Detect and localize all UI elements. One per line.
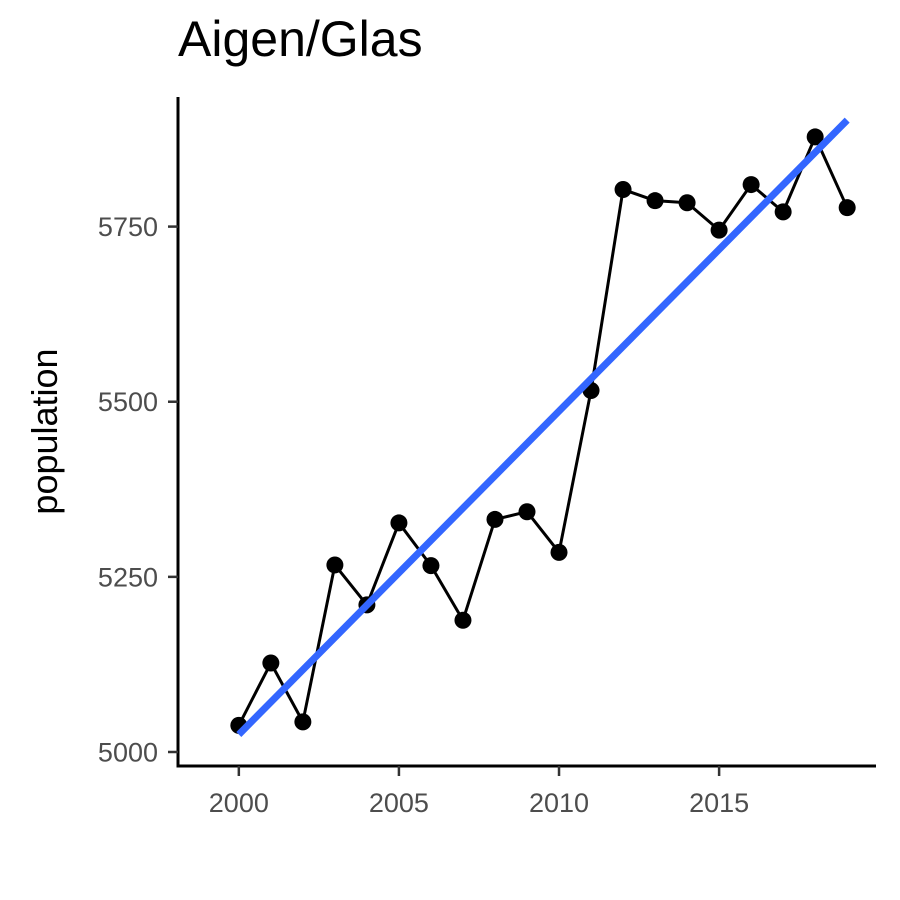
x-tick-label: 2015 — [689, 788, 749, 818]
series-layer — [230, 128, 856, 734]
y-axis-title: population — [24, 348, 65, 514]
x-axis-ticks: 2000 2005 2010 2015 — [209, 766, 749, 818]
data-point — [646, 192, 664, 210]
y-tick-label: 5250 — [98, 562, 158, 592]
data-point — [838, 199, 856, 217]
axes — [176, 97, 876, 768]
x-tick-label: 2010 — [529, 788, 589, 818]
trend-layer — [236, 117, 850, 737]
data-point — [486, 510, 504, 528]
y-axis-ticks: 5000 5250 5500 5750 — [98, 212, 178, 767]
y-tick-label: 5000 — [98, 737, 158, 767]
data-point — [326, 556, 344, 574]
data-point — [518, 503, 536, 521]
x-tick-label: 2005 — [369, 788, 429, 818]
data-point — [390, 514, 408, 532]
chart-title: Aigen/Glas — [178, 11, 423, 67]
data-point — [422, 557, 440, 575]
x-tick-label: 2000 — [209, 788, 269, 818]
series-line — [237, 135, 849, 727]
y-tick-label: 5500 — [98, 387, 158, 417]
data-point — [710, 221, 728, 239]
y-tick-label: 5750 — [98, 212, 158, 242]
data-point — [262, 654, 280, 672]
data-point — [742, 176, 760, 194]
data-point — [294, 713, 312, 731]
data-point — [774, 203, 792, 221]
data-point — [454, 611, 472, 629]
data-point — [806, 128, 824, 146]
data-point — [550, 543, 568, 561]
data-point — [614, 180, 632, 198]
trend-line — [236, 117, 850, 737]
data-point — [678, 194, 696, 212]
